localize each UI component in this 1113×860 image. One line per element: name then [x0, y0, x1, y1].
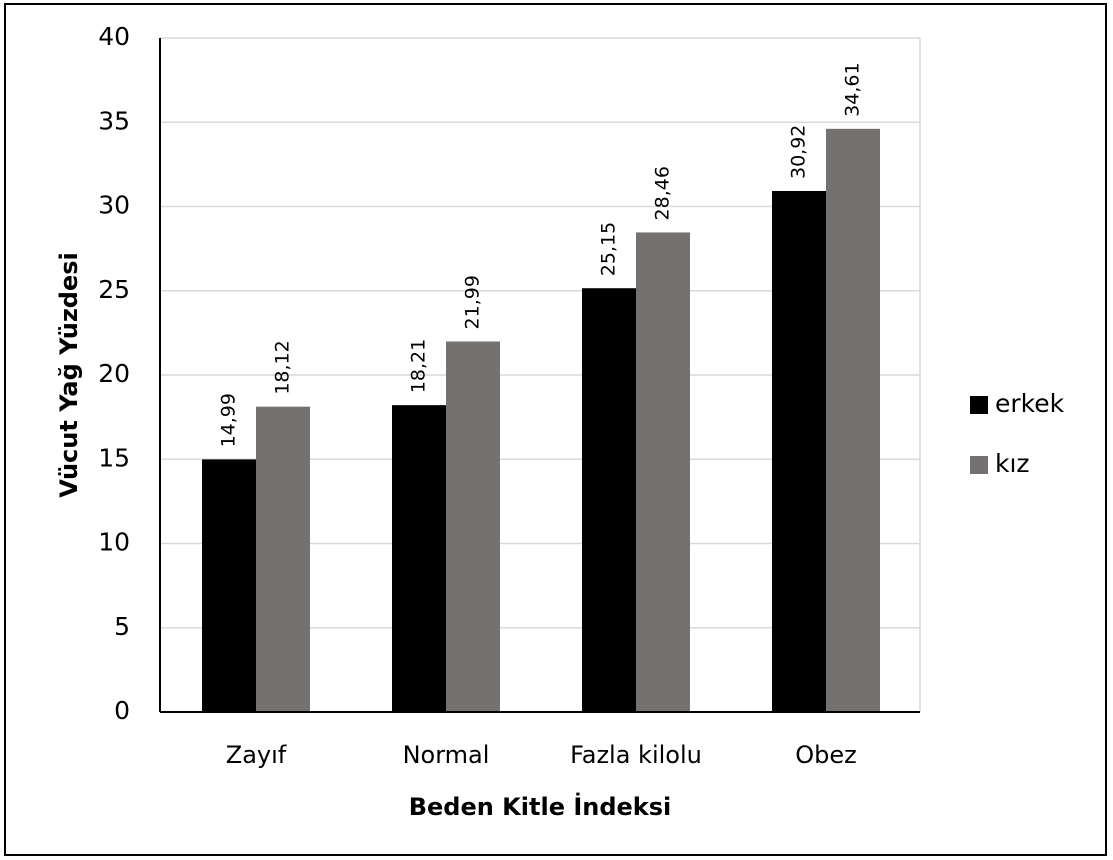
value-label: 28,46 — [652, 166, 674, 220]
x-tick-label: Fazla kilolu — [570, 741, 702, 769]
value-label: 34,61 — [842, 62, 864, 116]
chart-frame — [4, 3, 1107, 856]
x-tick-label: Obez — [795, 741, 857, 769]
x-tick-label: Normal — [403, 741, 490, 769]
bar — [446, 341, 500, 712]
bar — [582, 288, 636, 712]
bar — [772, 190, 826, 713]
bar — [202, 459, 256, 712]
value-label: 25,15 — [598, 222, 620, 276]
y-tick-label: 20 — [98, 359, 130, 388]
bar — [636, 232, 690, 712]
y-axis-title: Vücut Yağ Yüzdesi — [55, 252, 83, 498]
bar — [256, 406, 310, 712]
bar — [392, 405, 446, 712]
y-tick-label: 30 — [98, 191, 130, 220]
legend-swatch — [970, 396, 988, 414]
value-label: 21,99 — [462, 275, 484, 329]
y-tick-label: 0 — [114, 696, 130, 725]
y-tick-label: 35 — [98, 106, 130, 135]
value-label: 30,92 — [788, 125, 810, 179]
value-label: 18,12 — [272, 340, 294, 394]
y-tick-label: 40 — [98, 22, 130, 51]
legend-label: erkek — [995, 389, 1065, 418]
y-tick-label: 25 — [98, 275, 130, 304]
legend-swatch — [970, 456, 988, 474]
value-label: 18,21 — [408, 339, 430, 393]
x-axis-title: Beden Kitle İndeksi — [409, 792, 672, 821]
y-tick-label: 15 — [98, 443, 130, 472]
value-label: 14,99 — [218, 393, 240, 447]
x-tick-label: Zayıf — [226, 741, 287, 769]
bar — [826, 128, 880, 712]
y-tick-label: 5 — [114, 612, 130, 641]
y-tick-label: 10 — [98, 528, 130, 557]
legend-label: kız — [995, 449, 1030, 478]
